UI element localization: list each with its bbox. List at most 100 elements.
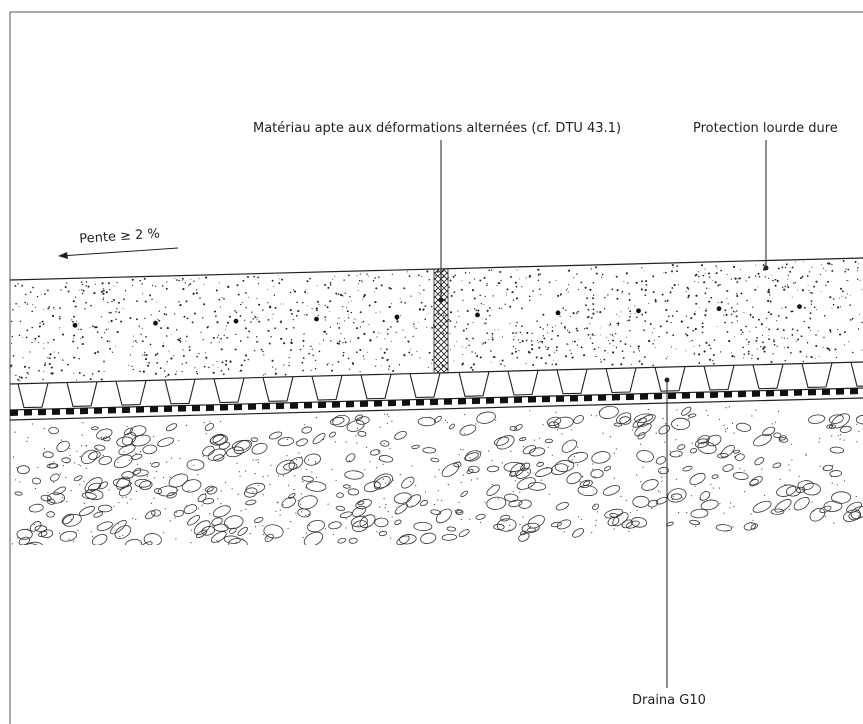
gravel-stone xyxy=(112,478,131,488)
protection-speckle xyxy=(573,277,575,279)
protection-speckle xyxy=(32,286,34,289)
protection-speckle xyxy=(140,333,142,336)
protection-speckle xyxy=(577,310,579,313)
gravel-speckle xyxy=(61,520,64,523)
gravel-speckle xyxy=(399,473,401,476)
protection-speckle xyxy=(181,277,184,280)
gravel-speckle xyxy=(462,474,465,476)
protection-speckle xyxy=(108,282,110,285)
protection-speckle xyxy=(521,334,523,336)
protection-speckle xyxy=(457,316,459,317)
protection-speckle xyxy=(471,351,473,353)
protection-speckle xyxy=(419,293,421,295)
protection-speckle xyxy=(342,305,344,308)
protection-speckle xyxy=(215,289,218,292)
gravel-speckle xyxy=(538,461,541,463)
protection-speckle xyxy=(131,285,134,287)
protection-speckle xyxy=(687,288,690,290)
protection-speckle xyxy=(501,336,504,338)
gravel-stone xyxy=(826,424,834,429)
protection-speckle xyxy=(732,310,735,313)
protection-speckle xyxy=(704,314,707,317)
protection-speckle xyxy=(713,339,716,341)
protection-speckle xyxy=(257,276,260,279)
protection-speckle xyxy=(786,338,789,340)
protection-speckle xyxy=(472,363,475,366)
gravel-speckle xyxy=(267,475,269,477)
protection-speckle xyxy=(685,291,687,293)
protection-speckle xyxy=(178,279,180,282)
gravel-stone xyxy=(129,425,147,437)
protection-speckle xyxy=(239,315,242,317)
gravel-stone xyxy=(202,498,215,505)
protection-speckle xyxy=(53,351,55,353)
gravel-stone xyxy=(722,464,734,472)
gravel-stone xyxy=(131,453,143,460)
gravel-stone xyxy=(520,462,531,472)
gravel-speckle xyxy=(277,502,279,504)
protection-speckle xyxy=(570,352,573,355)
protection-speckle xyxy=(47,307,50,310)
protection-speckle xyxy=(768,338,770,340)
protection-speckle xyxy=(44,293,46,295)
protection-speckle xyxy=(248,296,249,298)
protection-speckle xyxy=(776,320,778,322)
protection-speckle xyxy=(348,302,349,303)
protection-speckle xyxy=(179,340,182,342)
gravel-stone xyxy=(165,423,178,432)
protection-speckle xyxy=(26,303,29,305)
protection-speckle xyxy=(278,278,280,280)
protection-speckle xyxy=(221,296,223,298)
gravel-speckle xyxy=(391,420,393,422)
protection-speckle xyxy=(166,327,169,330)
gravel-stone xyxy=(345,453,356,463)
protection-speckle xyxy=(48,362,51,365)
gravel-speckle xyxy=(391,516,393,518)
protection-speckle xyxy=(731,352,732,354)
protection-speckle xyxy=(350,300,352,302)
gravel-speckle xyxy=(691,442,693,444)
gravel-speckle xyxy=(632,429,634,431)
protection-speckle xyxy=(675,348,677,350)
gravel-speckle xyxy=(823,467,825,469)
protection-speckle xyxy=(748,350,750,353)
gravel-stone xyxy=(399,534,417,545)
gravel-stone xyxy=(527,482,547,491)
gravel-speckle xyxy=(169,520,171,522)
gravel-stone xyxy=(774,499,792,513)
gravel-speckle xyxy=(655,432,657,434)
protection-speckle xyxy=(811,292,813,294)
protection-speckle xyxy=(375,358,377,360)
gravel-stone xyxy=(697,435,710,444)
protection-speckle xyxy=(196,372,199,375)
protection-speckle xyxy=(465,347,467,349)
gravel-stone xyxy=(553,416,574,429)
gravel-speckle xyxy=(750,513,752,515)
gravel-stone xyxy=(168,473,189,488)
protection-speckle xyxy=(391,340,393,342)
gravel-stone xyxy=(566,472,582,485)
protection-speckle xyxy=(20,376,23,379)
protection-speckle xyxy=(500,363,502,365)
gravel-stone xyxy=(459,424,477,436)
gravel-speckle xyxy=(805,454,807,456)
gravel-stone xyxy=(207,448,226,461)
protection-speckle xyxy=(694,274,697,277)
protection-speckle xyxy=(291,312,293,315)
gravel-speckle xyxy=(464,433,466,435)
protection-speckle xyxy=(494,329,495,331)
protection-speckle xyxy=(615,333,617,335)
protection-speckle xyxy=(400,301,403,303)
protection-speckle xyxy=(460,288,463,291)
protection-speckle xyxy=(483,304,485,305)
protection-speckle xyxy=(823,336,825,339)
protection-speckle xyxy=(607,294,609,296)
protection-speckle xyxy=(111,351,114,353)
gravel-speckle xyxy=(454,465,456,467)
gravel-stone xyxy=(795,486,806,493)
gravel-stone xyxy=(118,485,132,497)
protection-speckle xyxy=(642,329,645,331)
membrane-band-segment xyxy=(346,401,354,408)
protection-speckle xyxy=(781,336,783,338)
protection-speckle xyxy=(509,305,512,308)
